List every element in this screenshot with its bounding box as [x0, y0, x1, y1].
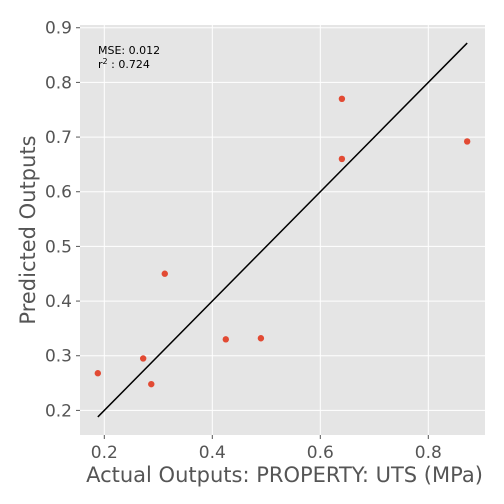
data-point	[148, 380, 155, 388]
data-point	[222, 336, 229, 343]
y-tick-label: 0.9	[45, 19, 72, 39]
y-tick-label: 0.4	[45, 292, 72, 312]
y-axis-title: Predicted Outputs	[16, 135, 40, 324]
identity-line	[97, 42, 468, 418]
x-axis-title: Actual Outputs: PROPERTY: UTS (MPa)	[86, 463, 483, 487]
r2-label: r	[98, 58, 103, 71]
r2-superscript: 2	[103, 57, 108, 66]
data-point	[257, 335, 265, 342]
data-points	[94, 95, 471, 388]
y-axis-ticks: 0.2 0.3 0.4 0.5 0.6 0.7 0.8 0.9	[45, 19, 80, 421]
y-tick-label: 0.3	[45, 347, 72, 367]
data-point	[161, 270, 168, 277]
r2-value: : 0.724	[108, 58, 150, 71]
y-tick-label: 0.2	[45, 401, 72, 421]
x-axis-ticks: 0.2 0.4 0.6 0.8	[91, 435, 442, 463]
y-tick-label: 0.6	[45, 183, 72, 203]
data-point	[338, 95, 346, 103]
x-tick-label: 0.6	[307, 443, 334, 463]
data-point	[338, 155, 346, 163]
data-point	[463, 138, 471, 145]
x-tick-label: 0.8	[415, 443, 442, 463]
data-point	[94, 370, 102, 377]
y-tick-label: 0.8	[45, 73, 72, 93]
y-tick-label: 0.5	[45, 237, 72, 257]
grid-lines	[80, 25, 485, 435]
mse-annotation: MSE: 0.012	[98, 44, 160, 57]
data-point	[139, 355, 147, 362]
r2-annotation: r2 : 0.724	[98, 57, 150, 71]
x-tick-label: 0.4	[199, 443, 226, 463]
y-tick-label: 0.7	[45, 128, 72, 148]
x-tick-label: 0.2	[91, 443, 118, 463]
